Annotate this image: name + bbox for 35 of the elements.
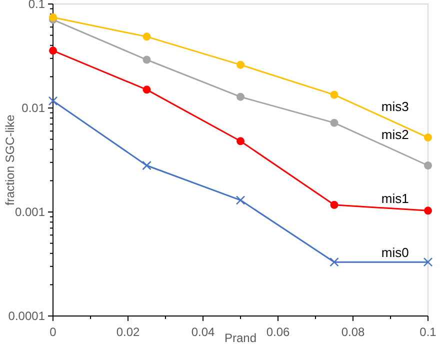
point bbox=[236, 60, 244, 69]
point bbox=[142, 56, 151, 64]
x-tick-label: 0.1 bbox=[420, 325, 437, 339]
series-label: mis0 bbox=[381, 245, 409, 260]
point bbox=[423, 257, 433, 267]
point bbox=[236, 137, 244, 146]
x-tick-label: 0.08 bbox=[341, 325, 365, 339]
point bbox=[142, 32, 151, 41]
point bbox=[330, 118, 338, 127]
point bbox=[330, 257, 339, 267]
x-tick-label: 0 bbox=[50, 325, 57, 339]
point bbox=[330, 90, 338, 99]
x-tick-label: 0.06 bbox=[266, 325, 290, 339]
x-tick-label: 0.02 bbox=[116, 325, 140, 339]
point bbox=[236, 92, 244, 101]
series-label: mis2 bbox=[381, 127, 409, 142]
point bbox=[424, 161, 432, 170]
series-label: mis1 bbox=[381, 190, 409, 206]
y-tick-label: 0.0001 bbox=[8, 309, 46, 324]
point bbox=[424, 206, 432, 215]
point bbox=[236, 196, 246, 205]
point bbox=[330, 200, 338, 209]
point bbox=[49, 13, 57, 22]
point bbox=[142, 160, 152, 170]
point bbox=[142, 86, 151, 94]
y-tick-label: 0.01 bbox=[22, 101, 46, 116]
y-axis-title: fraction SGC-like bbox=[3, 114, 17, 206]
point bbox=[48, 96, 58, 106]
point bbox=[424, 134, 432, 142]
x-tick-label: 0.04 bbox=[191, 325, 215, 339]
y-tick-label: 0.001 bbox=[14, 205, 46, 220]
y-tick-label: 0.1 bbox=[28, 0, 46, 12]
series-label: mis3 bbox=[381, 99, 409, 114]
point bbox=[49, 46, 57, 55]
x-axis-title: Prand bbox=[224, 331, 257, 345]
